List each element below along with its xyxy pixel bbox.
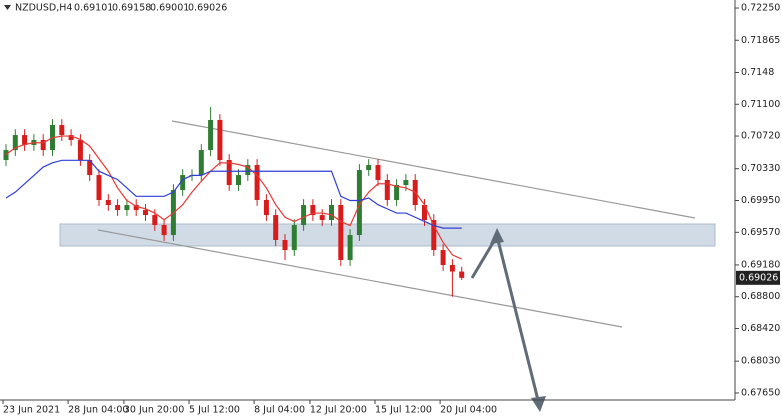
indicator-line: [5, 159, 462, 229]
candle-body: [59, 125, 65, 136]
candle-body: [431, 220, 437, 251]
candle-body: [198, 150, 204, 176]
x-tick-label: 20 Jul 04:00: [440, 405, 497, 416]
plot: [3, 107, 465, 297]
arrow-head: [490, 228, 504, 244]
candle-body: [282, 240, 288, 251]
candle-body: [338, 205, 344, 260]
x-tick-label: 23 Jun 2021: [3, 405, 60, 416]
y-tick-label: 0.67650: [741, 387, 780, 398]
x-tick-label: 5 Jul 12:00: [189, 405, 240, 416]
x-tick-label: 8 Jul 04:00: [254, 405, 305, 416]
candle-body: [273, 215, 279, 240]
channel-top: [171, 120, 696, 219]
candle-body: [226, 160, 232, 186]
candle-body: [291, 225, 297, 251]
support-zone: [59, 223, 716, 247]
candle-body: [245, 165, 251, 176]
x-tick-label: 12 Jul 20:00: [310, 405, 367, 416]
candle-body: [236, 175, 241, 186]
candle-body: [384, 180, 390, 200]
candle-body: [366, 165, 372, 171]
candle-body: [133, 205, 139, 211]
y-tick-label: 0.69570: [741, 227, 780, 238]
y-tick-label: 0.72250: [741, 3, 780, 14]
candle-body: [180, 175, 186, 191]
candle-body: [3, 150, 9, 160]
y-tick-label: 0.68420: [741, 323, 780, 334]
candle-body: [208, 120, 214, 151]
y-tick-label: 0.69950: [741, 195, 780, 206]
candle-body: [310, 205, 316, 216]
candle-body: [319, 215, 325, 220]
candle-body: [403, 180, 409, 186]
low-value: 0.69001: [150, 3, 189, 14]
channel-bottom: [97, 229, 623, 328]
candle-body: [22, 135, 28, 146]
y-tick-label: 0.68030: [741, 356, 780, 367]
candle-body: [347, 235, 353, 260]
dropdown-icon: [4, 5, 11, 10]
candle-body: [449, 265, 455, 272]
candle-body: [152, 215, 158, 226]
open-value: 0.69101: [74, 3, 113, 14]
x-tick-label: 28 Jun 04:00: [68, 405, 128, 416]
y-tick-label: 0.7148: [741, 67, 774, 78]
y-tick-label: 0.71865: [741, 35, 780, 46]
candle-body: [301, 205, 307, 226]
candle-body: [329, 205, 334, 220]
y-tick-label: 0.69180: [741, 259, 780, 270]
y-tick-label: 0.70720: [741, 131, 780, 142]
candle-body: [375, 165, 381, 180]
symbol: NZDUSD,H4: [15, 3, 72, 14]
y-tick-label: 0.71100: [741, 99, 780, 110]
y-tick-label: 0.68800: [741, 291, 780, 302]
candle-body: [12, 135, 18, 151]
candle-body: [87, 160, 93, 176]
price-tag: [736, 270, 780, 285]
candle-body: [263, 200, 269, 216]
close-value: 0.69026: [188, 3, 227, 14]
candle-body: [440, 250, 446, 266]
header: NZDUSD,H4 0.69101 0.69158 0.69001 0.6902…: [4, 3, 227, 14]
candle-body: [217, 120, 223, 160]
candle-body: [143, 210, 148, 216]
candle-body: [40, 140, 46, 151]
candle-body: [68, 135, 74, 140]
indicator-line: [5, 135, 462, 260]
candle-body: [77, 140, 83, 160]
candle-body: [422, 205, 427, 220]
high-value: 0.69158: [112, 3, 151, 14]
candle-body: [115, 205, 121, 211]
y-tick-label: 0.70330: [741, 163, 780, 174]
x-tick-label: 30 Jun 20:00: [124, 405, 184, 416]
candle-body: [105, 200, 111, 206]
price-tag-label: 0.69026: [739, 272, 778, 283]
candle-body: [394, 185, 400, 200]
x-tick-label: 15 Jul 12:00: [375, 405, 432, 416]
candle-body: [96, 175, 102, 200]
candle-body: [356, 170, 362, 236]
candle-body: [161, 225, 167, 236]
candle-body: [124, 205, 130, 211]
candle-body: [254, 165, 260, 200]
candle-body: [459, 271, 465, 278]
